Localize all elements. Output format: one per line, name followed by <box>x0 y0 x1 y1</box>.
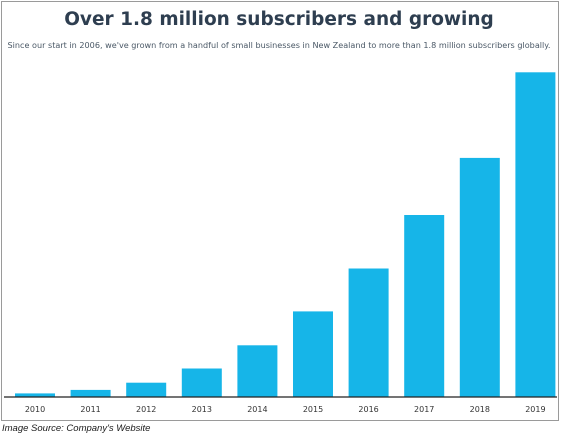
x-tick-label-2017: 2017 <box>414 405 434 414</box>
x-tick-label-2018: 2018 <box>470 405 490 414</box>
chart-subtitle: Since our start in 2006, we've grown fro… <box>7 40 551 50</box>
bar-2019 <box>515 72 556 398</box>
x-tick-label-2015: 2015 <box>303 405 323 414</box>
bar-2010 <box>15 393 55 397</box>
bar-2015 <box>293 311 333 397</box>
bar-2014 <box>237 345 278 397</box>
x-tick-labels: 2010 2011 2012 2013 2014 2015 2016 2017 2018 2019 <box>25 405 546 414</box>
x-tick-label-2019: 2019 <box>525 405 545 414</box>
bar-2012 <box>126 382 167 397</box>
image-source-caption: Image Source: Company's Website <box>2 423 151 434</box>
x-tick-label-2011: 2011 <box>80 405 100 414</box>
bar-group <box>15 72 556 398</box>
chart-title: Over 1.8 million subscribers and growing <box>64 9 494 30</box>
x-tick-label-2013: 2013 <box>192 405 212 414</box>
bar-2013 <box>181 368 222 397</box>
bar-2016 <box>348 268 389 397</box>
bar-2018 <box>459 157 500 397</box>
x-tick-label-2016: 2016 <box>358 405 378 414</box>
bar-2011 <box>70 389 111 397</box>
x-tick-label-2010: 2010 <box>25 405 45 414</box>
bar-2017 <box>404 215 445 397</box>
x-tick-label-2014: 2014 <box>247 405 267 414</box>
x-tick-label-2012: 2012 <box>136 405 156 414</box>
